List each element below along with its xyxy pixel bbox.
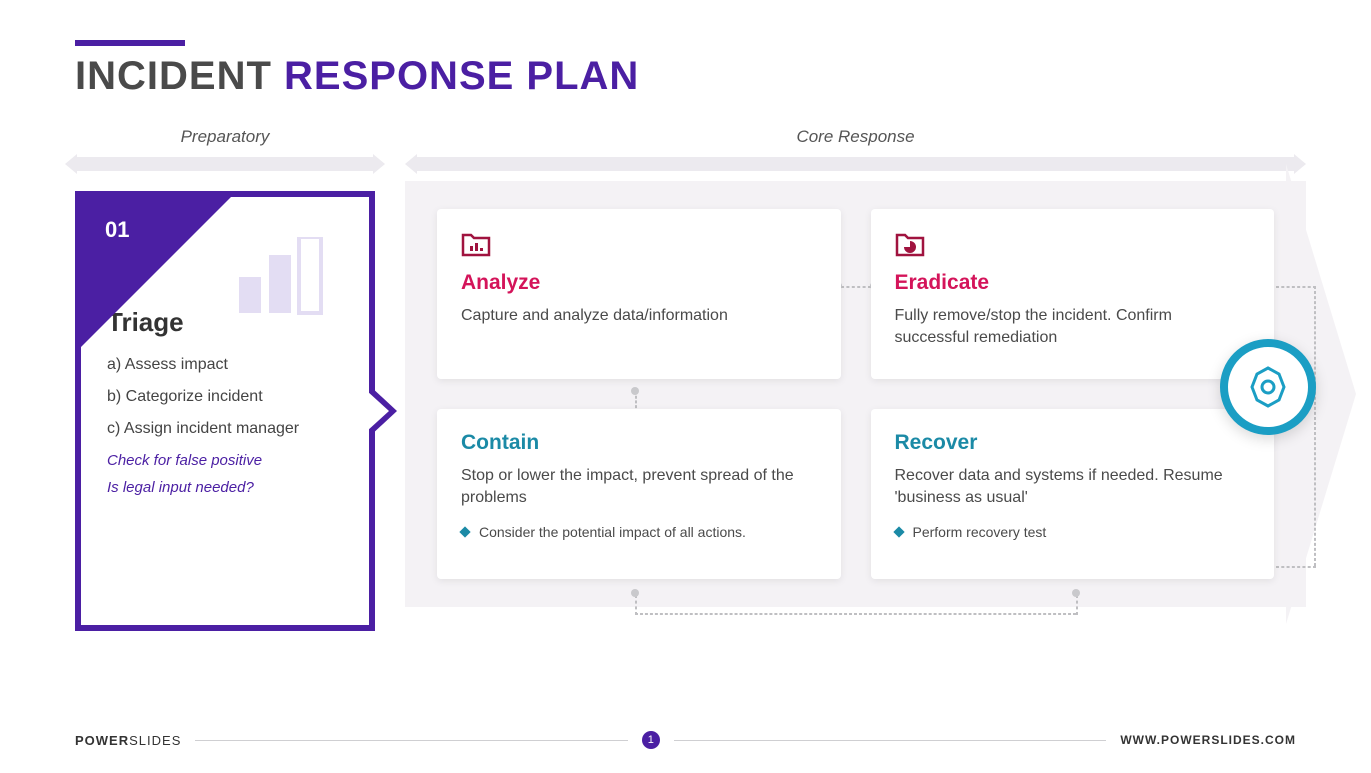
triage-note-2: Is legal input needed? <box>107 479 343 496</box>
title-word-1: INCIDENT <box>75 54 272 98</box>
card-contain-title: Contain <box>461 431 817 455</box>
footer: POWERSLIDES 1 WWW.POWERSLIDES.COM <box>75 731 1296 749</box>
core-response-wrap: Analyze Capture and analyze data/informa… <box>415 191 1296 597</box>
card-analyze: Analyze Capture and analyze data/informa… <box>437 209 841 379</box>
footer-url: WWW.POWERSLIDES.COM <box>1120 733 1296 747</box>
card-analyze-title: Analyze <box>461 271 817 295</box>
triage-corner-shape <box>81 197 231 347</box>
triage-note-1: Check for false positive <box>107 452 343 469</box>
triage-arrow-notch <box>369 385 397 437</box>
footer-page-number: 1 <box>642 731 660 749</box>
phase-label-preparatory: Preparatory <box>75 127 375 147</box>
triage-item-b: b) Categorize incident <box>107 388 343 406</box>
phase-header-row: Preparatory Core Response <box>75 127 1296 171</box>
folder-pie-icon <box>895 231 1251 257</box>
card-contain-body: Stop or lower the impact, prevent spread… <box>461 465 817 510</box>
card-eradicate: Eradicate Fully remove/stop the incident… <box>871 209 1275 379</box>
card-eradicate-title: Eradicate <box>895 271 1251 295</box>
triage-card: 01 Triage a) Assess impact b) Categorize… <box>75 191 375 631</box>
gear-badge <box>1220 339 1316 435</box>
card-eradicate-body: Fully remove/stop the incident. Confirm … <box>895 305 1251 350</box>
footer-line-right <box>674 740 1106 741</box>
card-recover-bullet: Perform recovery test <box>895 524 1251 540</box>
card-analyze-body: Capture and analyze data/information <box>461 305 817 327</box>
triage-item-a: a) Assess impact <box>107 356 343 374</box>
connector-bottom-left-v <box>635 595 637 615</box>
triage-item-c: c) Assign incident manager <box>107 420 343 438</box>
bar-chart-icon <box>229 237 339 317</box>
slide-title: INCIDENT RESPONSE PLAN <box>75 54 1296 99</box>
ribbon-preparatory <box>75 157 375 171</box>
connector-bottom-right-v <box>1076 595 1078 615</box>
phase-label-core: Core Response <box>415 127 1296 147</box>
connector-contain-recover-bottom <box>635 613 1076 615</box>
footer-brand: POWERSLIDES <box>75 733 181 748</box>
folder-chart-icon <box>461 231 817 257</box>
title-word-2: RESPONSE PLAN <box>284 54 639 98</box>
triage-step-number: 01 <box>105 217 129 243</box>
footer-line-left <box>195 740 627 741</box>
title-accent-bar <box>75 40 185 46</box>
card-recover: Recover Recover data and systems if need… <box>871 409 1275 579</box>
gear-icon <box>1246 365 1290 409</box>
connector-right-vertical <box>1314 286 1316 566</box>
ribbon-core <box>415 157 1296 171</box>
card-contain-bullet: Consider the potential impact of all act… <box>461 524 817 540</box>
content-row: 01 Triage a) Assess impact b) Categorize… <box>75 191 1296 631</box>
card-recover-body: Recover data and systems if needed. Resu… <box>895 465 1251 510</box>
card-recover-title: Recover <box>895 431 1251 455</box>
card-contain: Contain Stop or lower the impact, preven… <box>437 409 841 579</box>
